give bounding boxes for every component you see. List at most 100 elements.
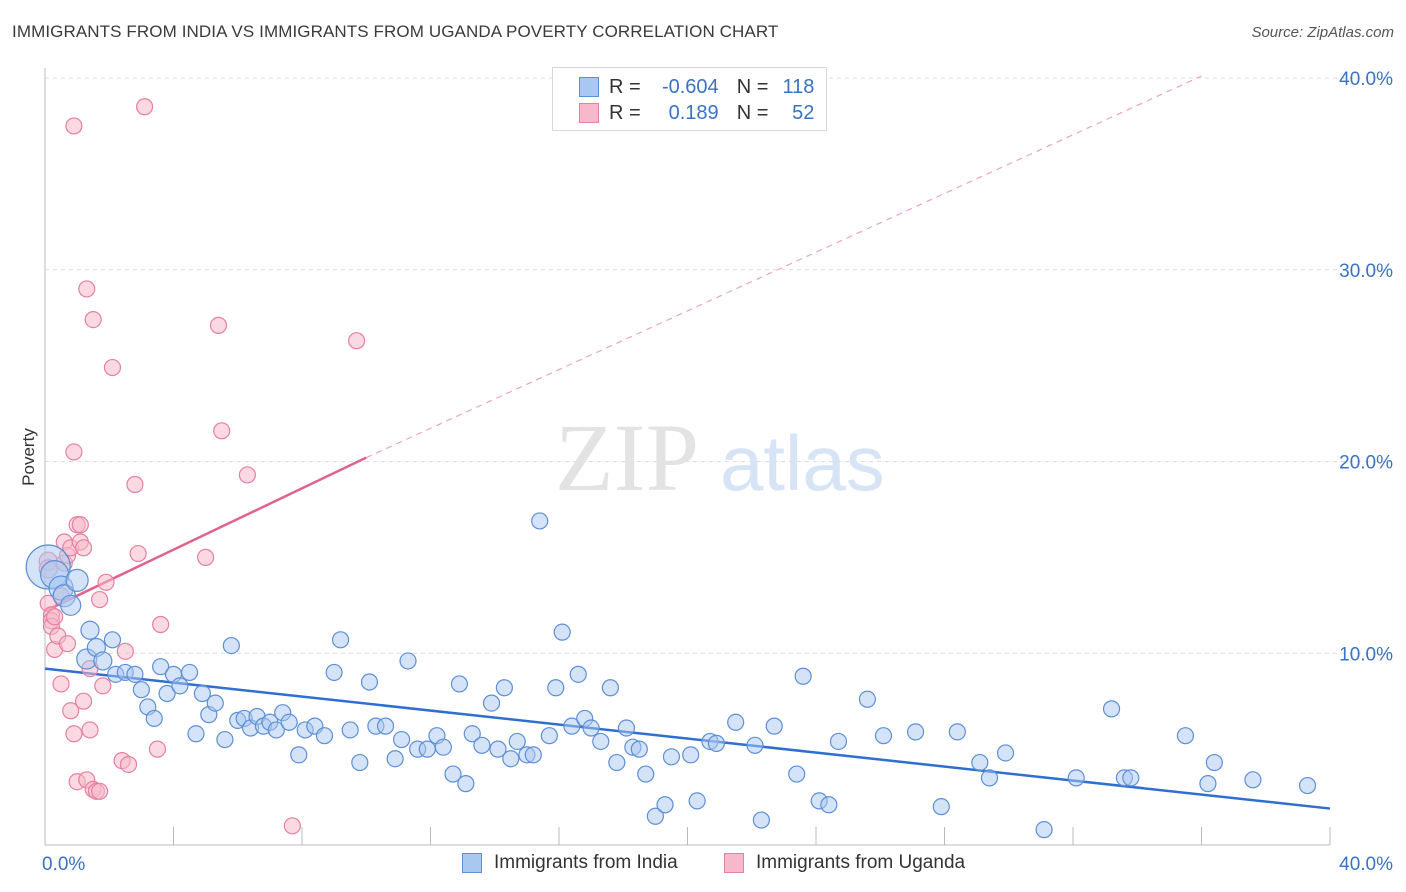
india-point (399, 652, 417, 670)
y-tick-label: 40.0% (1339, 69, 1393, 90)
india-point (482, 694, 501, 712)
uganda-trend-extension (366, 75, 1202, 459)
india-point (688, 792, 706, 810)
y-tick-label: 10.0% (1339, 644, 1393, 665)
legend-item-india[interactable]: Immigrants from India (462, 852, 678, 874)
india-point (206, 694, 224, 712)
uganda-point (52, 675, 70, 693)
india-point (331, 631, 350, 649)
india-point (948, 723, 966, 741)
legend-label-uganda: Immigrants from Uganda (756, 852, 966, 873)
uganda-point (65, 725, 83, 743)
india-point (630, 740, 648, 758)
uganda-point (126, 475, 144, 494)
india-point (707, 734, 726, 752)
india-point (858, 690, 877, 708)
india-point (315, 727, 334, 745)
watermark-zip: ZIP (555, 404, 699, 511)
uganda-point (46, 608, 64, 626)
india-point (682, 746, 700, 764)
india-point (132, 681, 150, 699)
uganda-point (135, 98, 154, 116)
n-value-uganda: 52 (792, 101, 815, 124)
india-point (752, 811, 770, 829)
india-point (540, 727, 558, 745)
india-point (502, 750, 520, 768)
india-trend-line (44, 667, 1331, 810)
india-swatch (579, 77, 599, 97)
india-point (524, 746, 542, 764)
india-point (932, 798, 950, 816)
india-point (489, 740, 507, 758)
uganda-point (74, 539, 93, 557)
india-point (171, 677, 189, 695)
india-point (444, 765, 462, 783)
uganda-point (148, 740, 167, 758)
india-point (794, 667, 812, 685)
y-axis-label: Poverty (19, 428, 38, 486)
india-point (93, 651, 113, 671)
r-value-uganda: 0.189 (668, 101, 719, 124)
stats-legend: R = -0.604 N = 118 R = 0.189 N = 52 (552, 67, 827, 131)
india-point (65, 568, 89, 592)
uganda-point (74, 692, 93, 710)
uganda-point (283, 817, 301, 835)
india-point (473, 736, 491, 754)
india-point (351, 753, 369, 772)
uganda-point (91, 590, 109, 609)
r-label: R = (609, 75, 641, 98)
legend-label-india: Immigrants from India (494, 852, 678, 873)
india-point (765, 717, 783, 735)
r-value-india: -0.604 (661, 75, 719, 98)
n-label: N = (736, 75, 769, 98)
india-point (547, 679, 565, 697)
uganda-point (78, 280, 96, 298)
axes (44, 68, 1331, 846)
uganda-point (84, 311, 102, 329)
uganda-point (213, 422, 231, 440)
india-point (60, 594, 82, 616)
stats-row-india: R = -0.604 N = 118 (553, 74, 814, 100)
india-point (820, 796, 838, 814)
india-point (360, 673, 379, 691)
r-label: R = (609, 101, 641, 124)
uganda-point (197, 548, 215, 566)
india-point (1176, 727, 1195, 745)
india-point (582, 719, 600, 737)
india-point (1244, 771, 1262, 789)
india-points (25, 512, 1317, 839)
india-point (727, 713, 745, 731)
legend-item-uganda[interactable]: Immigrants from Uganda (724, 852, 965, 874)
india-point (1102, 700, 1121, 718)
india-point (103, 631, 122, 649)
chart-title: IMMIGRANTS FROM INDIA VS IMMIGRANTS FROM… (12, 22, 779, 41)
uganda-point (119, 755, 138, 774)
india-point (180, 663, 199, 682)
uganda-point (116, 642, 134, 660)
x-tick-label: 0.0% (42, 854, 85, 875)
india-point (145, 709, 163, 728)
india-point (1298, 776, 1317, 795)
uganda-point (129, 544, 147, 563)
uganda-point (81, 721, 99, 739)
uganda-point (209, 316, 228, 334)
series-legend: Immigrants from India Immigrants from Ug… (0, 852, 1406, 878)
india-point (341, 721, 359, 739)
uganda-point (152, 615, 170, 634)
uganda-point (65, 443, 83, 461)
india-point (152, 658, 170, 676)
india-point (386, 750, 404, 768)
india-point (788, 765, 806, 783)
india-point (216, 730, 234, 749)
tick-labels: 10.0% 20.0% 30.0% 40.0% 0.0% 40.0% (42, 69, 1393, 875)
india-point (187, 725, 205, 743)
india-point (592, 732, 610, 751)
india-point (906, 723, 925, 741)
india-point (267, 721, 285, 739)
india-point (280, 713, 298, 731)
india-point (290, 746, 308, 764)
india-point (463, 725, 481, 743)
india-point (325, 663, 343, 682)
india-point (637, 765, 655, 783)
